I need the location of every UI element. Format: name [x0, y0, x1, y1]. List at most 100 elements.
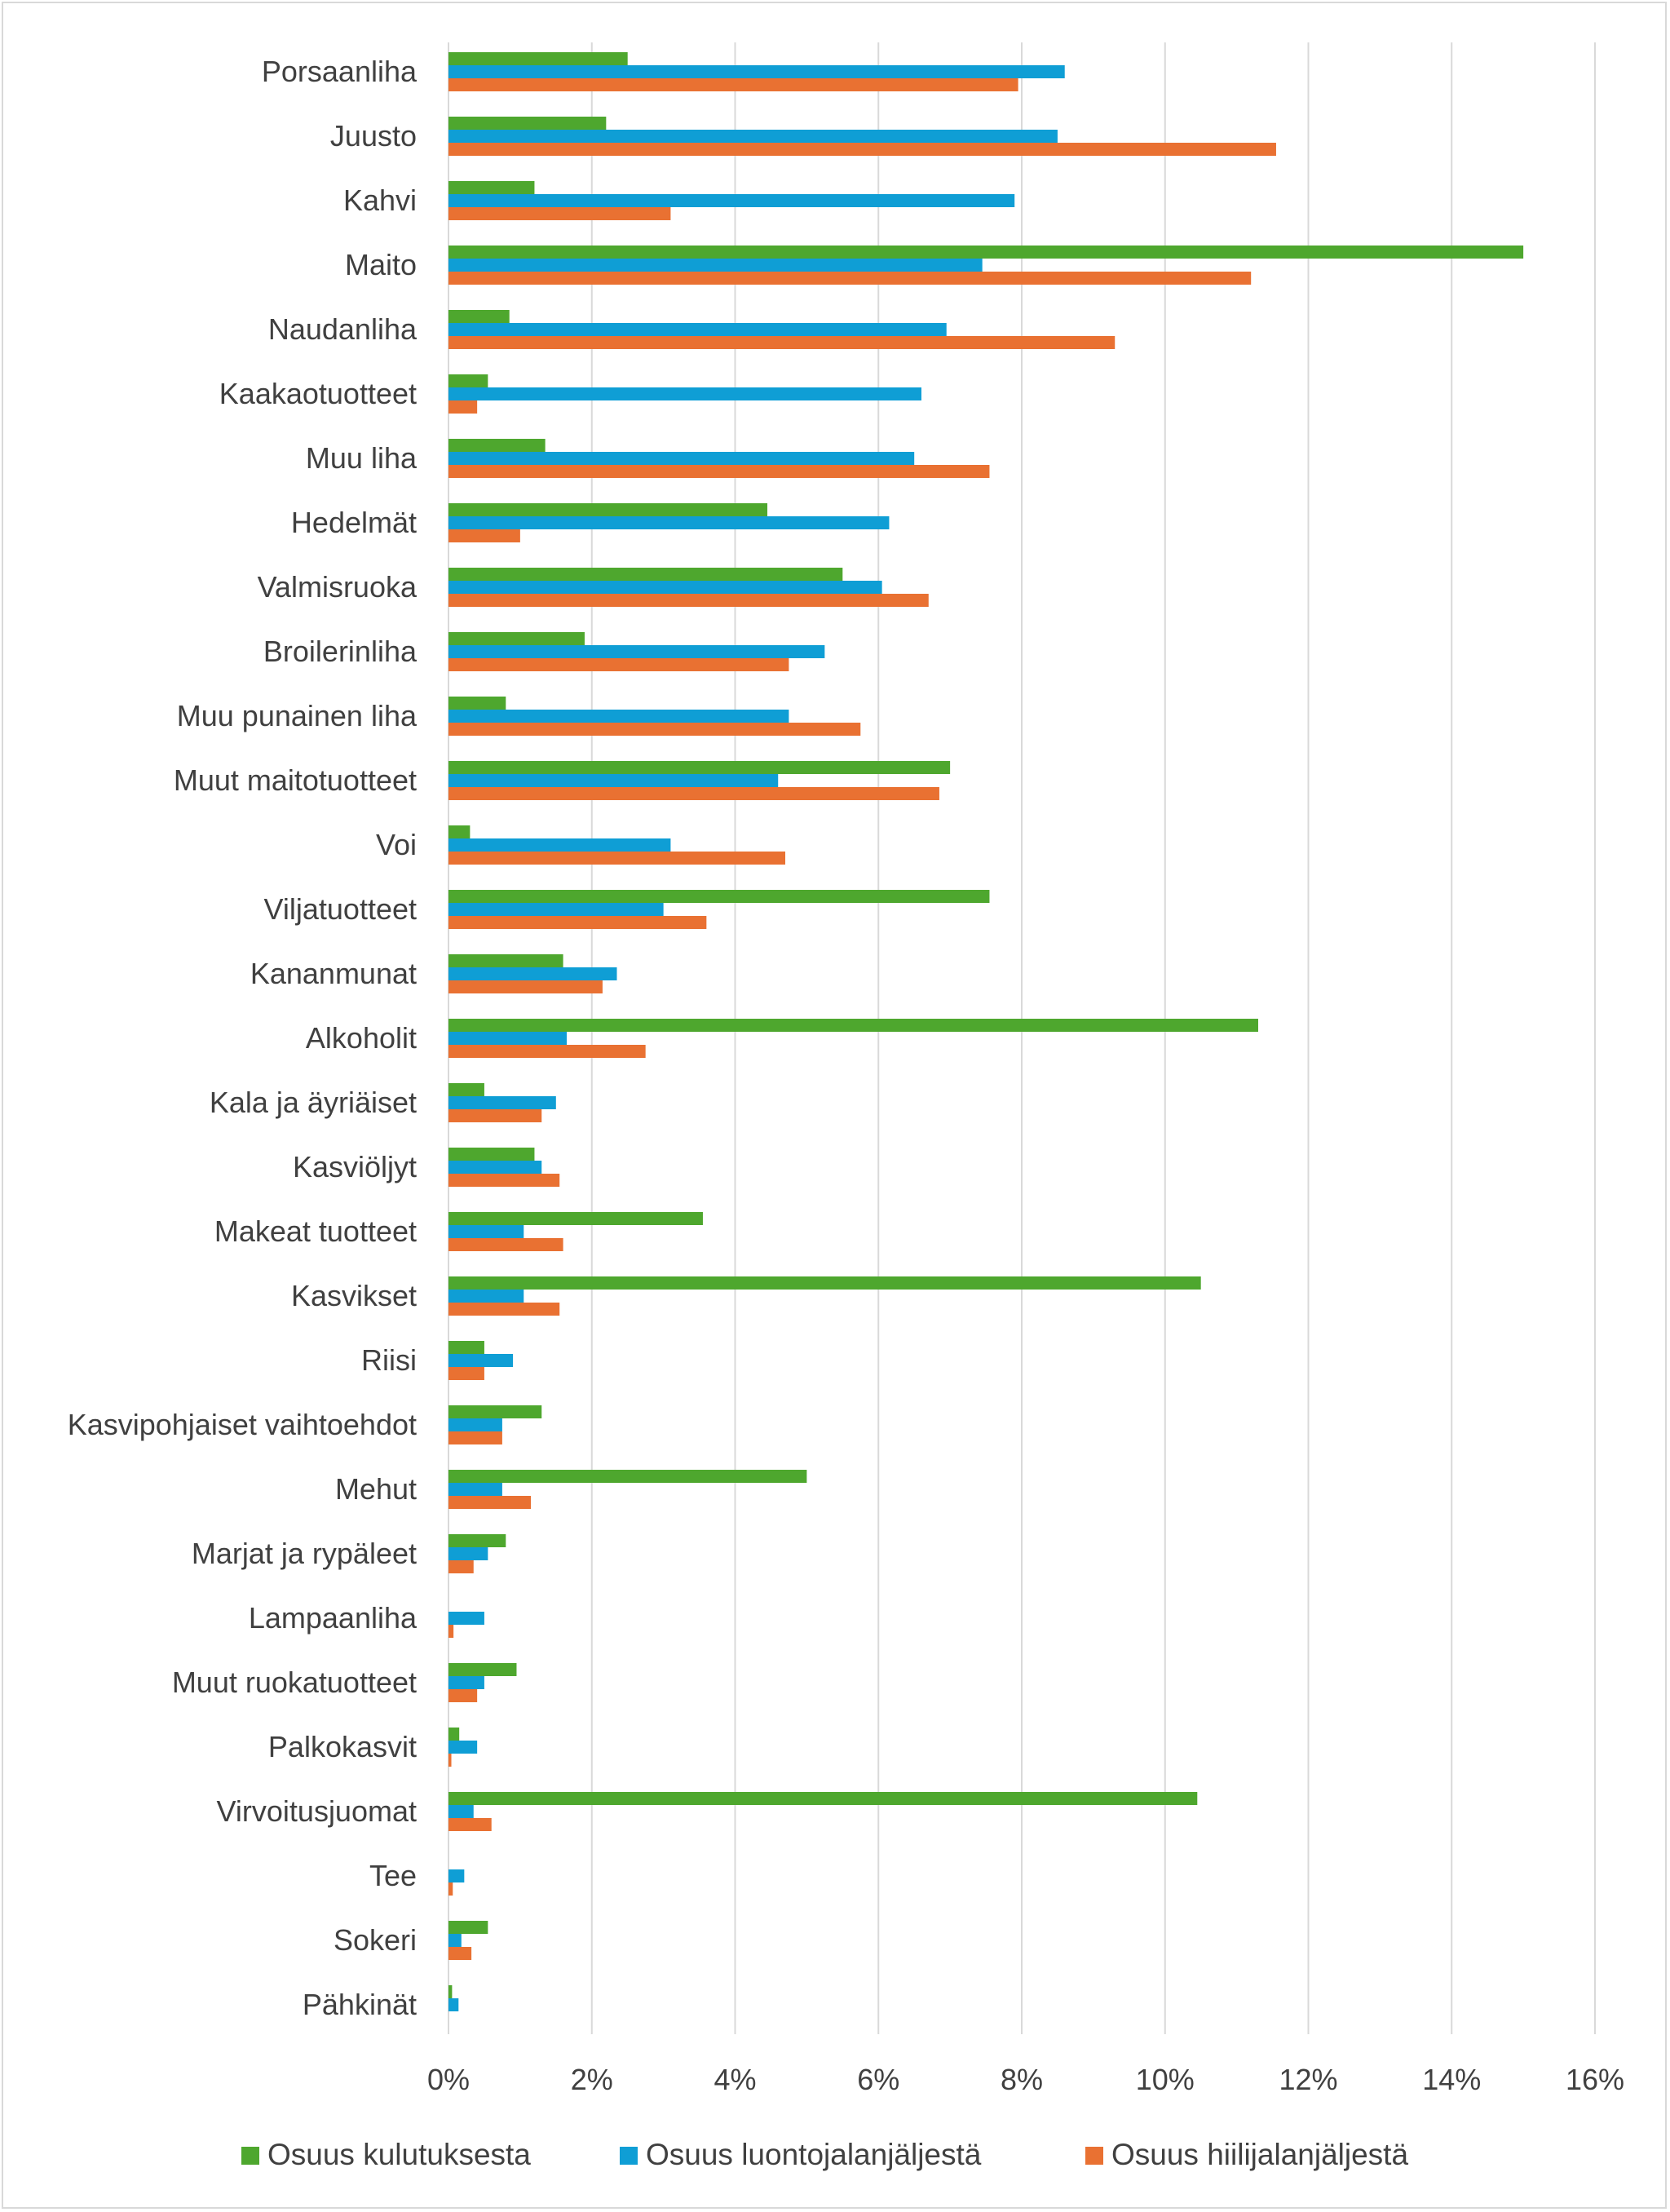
- bar-1: [448, 1728, 460, 1741]
- category-label: Kasvipohjaiset vaihtoehdot: [68, 1408, 417, 1441]
- bar-3: [448, 1625, 454, 1638]
- category-label: Juusto: [330, 119, 417, 153]
- bar-2: [448, 130, 1058, 143]
- bar-1: [448, 1534, 506, 1547]
- bar-2: [448, 1354, 514, 1367]
- category-label: Kananmunat: [250, 957, 417, 990]
- category-label: Tee: [369, 1859, 417, 1892]
- legend-label: Osuus luontojalanjäljestä: [646, 2138, 982, 2171]
- bar-1: [448, 1019, 1258, 1032]
- bar-1: [448, 52, 628, 65]
- x-tick-label: 2%: [571, 2063, 613, 2096]
- bars: [448, 52, 1524, 2011]
- legend-label: Osuus kulutuksesta: [267, 2138, 531, 2171]
- bar-2: [448, 1998, 459, 2011]
- legend-item: Osuus luontojalanjäljestä: [620, 2138, 982, 2171]
- category-label: Marjat ja rypäleet: [192, 1537, 417, 1570]
- x-tick-label: 14%: [1422, 2063, 1481, 2096]
- bar-1: [448, 1470, 807, 1483]
- category-label: Kasviöljyt: [293, 1150, 417, 1183]
- bar-3: [448, 529, 520, 542]
- bar-2: [448, 516, 890, 529]
- bar-2: [448, 967, 617, 980]
- bar-3: [448, 336, 1116, 349]
- bar-2: [448, 1418, 502, 1431]
- bar-1: [448, 1083, 484, 1096]
- category-label: Sokeri: [334, 1923, 417, 1957]
- category-label: Broilerinliha: [263, 635, 418, 668]
- bar-1: [448, 246, 1524, 259]
- category-label: Kahvi: [343, 184, 417, 217]
- x-tick-label: 16%: [1566, 2063, 1624, 2096]
- bar-1: [448, 632, 585, 645]
- bar-1: [448, 374, 488, 387]
- bar-1: [448, 1148, 535, 1161]
- bar-1: [448, 1663, 517, 1676]
- bar-3: [448, 272, 1252, 285]
- bar-1: [448, 1985, 453, 1998]
- bar-2: [448, 1483, 502, 1496]
- category-label: Porsaanliha: [262, 55, 418, 88]
- bar-1: [448, 1276, 1201, 1290]
- bar-2: [448, 774, 779, 787]
- bar-1: [448, 954, 563, 967]
- bar-1: [448, 1405, 542, 1418]
- bar-3: [448, 465, 990, 478]
- bar-2: [448, 1612, 484, 1625]
- category-label: Kaakaotuotteet: [219, 377, 417, 410]
- bar-1: [448, 1212, 703, 1225]
- category-label: Pähkinät: [303, 1988, 417, 2021]
- bar-2: [448, 1869, 465, 1882]
- bar-3: [448, 78, 1018, 91]
- bar-2: [448, 1290, 524, 1303]
- category-label: Maito: [345, 248, 417, 281]
- category-label: Riisi: [361, 1343, 417, 1377]
- bar-3: [448, 1689, 478, 1702]
- category-label: Muu liha: [306, 441, 418, 475]
- bar-3: [448, 787, 939, 800]
- bar-3: [448, 1045, 646, 1058]
- category-label: Virvoitusjuomat: [217, 1794, 417, 1828]
- category-label: Lampaanliha: [249, 1601, 418, 1635]
- category-label: Viljatuotteet: [264, 892, 417, 926]
- bar-1: [448, 697, 506, 710]
- x-tick-label: 0%: [427, 2063, 470, 2096]
- bar-2: [448, 1096, 556, 1109]
- bar-2: [448, 259, 983, 272]
- bar-3: [448, 916, 707, 929]
- bar-1: [448, 181, 535, 194]
- category-label: Naudanliha: [268, 312, 418, 346]
- bar-3: [448, 1496, 532, 1509]
- x-tick-label: 4%: [714, 2063, 756, 2096]
- bar-3: [448, 1560, 474, 1573]
- bar-3: [448, 1431, 502, 1444]
- bar-2: [448, 903, 664, 916]
- bar-3: [448, 1882, 453, 1896]
- bar-2: [448, 581, 882, 594]
- bar-3: [448, 1818, 492, 1831]
- bar-3: [448, 1303, 560, 1316]
- category-label: Mehut: [335, 1472, 417, 1506]
- bar-1: [448, 825, 471, 838]
- bar-2: [448, 1161, 542, 1174]
- bar-3: [448, 723, 861, 736]
- bar-3: [448, 980, 603, 993]
- bar-1: [448, 1341, 484, 1354]
- bar-2: [448, 838, 671, 852]
- x-tick-label: 12%: [1279, 2063, 1337, 2096]
- bar-3: [448, 1174, 560, 1187]
- legend-swatch: [620, 2147, 638, 2165]
- category-label: Muu punainen liha: [177, 699, 418, 732]
- bar-3: [448, 1754, 452, 1767]
- bar-3: [448, 594, 929, 607]
- bar-1: [448, 1792, 1198, 1805]
- legend-swatch: [1085, 2147, 1103, 2165]
- bar-2: [448, 1741, 478, 1754]
- category-label: Kasvikset: [291, 1279, 417, 1312]
- bar-1: [448, 1921, 488, 1934]
- x-tick-label: 6%: [857, 2063, 899, 2096]
- bar-3: [448, 1238, 563, 1251]
- bar-1: [448, 503, 768, 516]
